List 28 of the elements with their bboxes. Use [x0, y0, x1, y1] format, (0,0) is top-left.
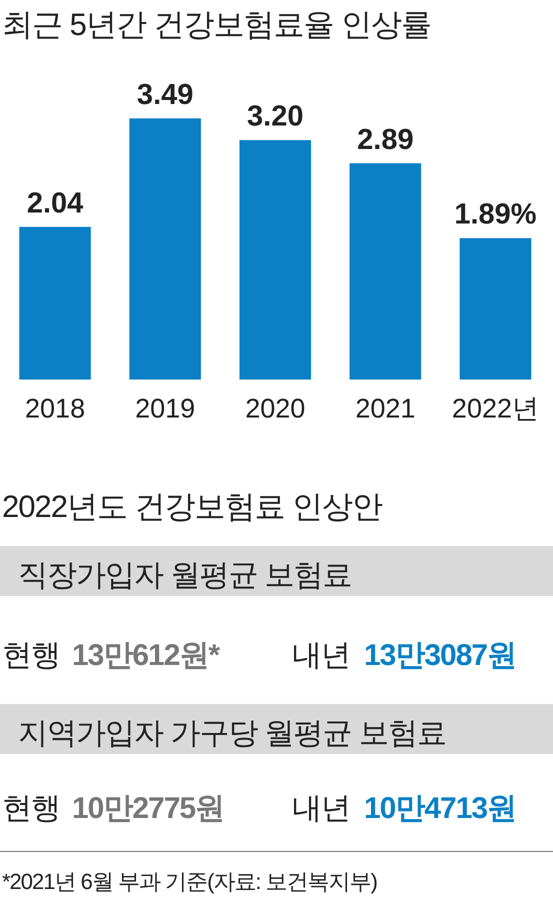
x-tick-label: 2022년: [452, 393, 540, 424]
text: 2022년도 건강보험료 인상안: [2, 488, 382, 526]
bar: [350, 163, 422, 380]
bar: [19, 226, 91, 380]
text: 13만612원*: [72, 638, 220, 674]
text: 내년: [292, 791, 350, 827]
data-label: 3.20: [247, 100, 304, 133]
bar: [460, 238, 532, 380]
x-tick-label: 2020: [245, 393, 306, 424]
text: 지역가입자 가구당 월평균 보험료: [18, 716, 446, 752]
text: 내년: [292, 638, 350, 674]
data-label: 2.89: [357, 124, 414, 156]
text: 10만4713원: [364, 791, 516, 827]
x-tick-label: 2018: [25, 393, 86, 424]
data-label: 1.89%: [454, 198, 537, 231]
text: 10만2775원: [72, 791, 224, 827]
data-label: 2.04: [26, 187, 84, 220]
bar: [239, 140, 312, 380]
x-tick-label: 2019: [135, 393, 196, 424]
text: 직장가입자 월평균 보험료: [18, 558, 352, 594]
x-tick-label: 2021: [355, 393, 416, 424]
chart-title: 최근 5년간 건강보험료율 인상률: [2, 6, 432, 44]
text: 13만3087원: [364, 638, 516, 674]
text: 현행: [2, 791, 60, 827]
bar: [129, 118, 201, 380]
text: *2021년 6월 부과 기준(자료: 보건복지부): [2, 868, 377, 896]
text: 현행: [2, 638, 60, 674]
data-label: 3.49: [136, 78, 194, 111]
